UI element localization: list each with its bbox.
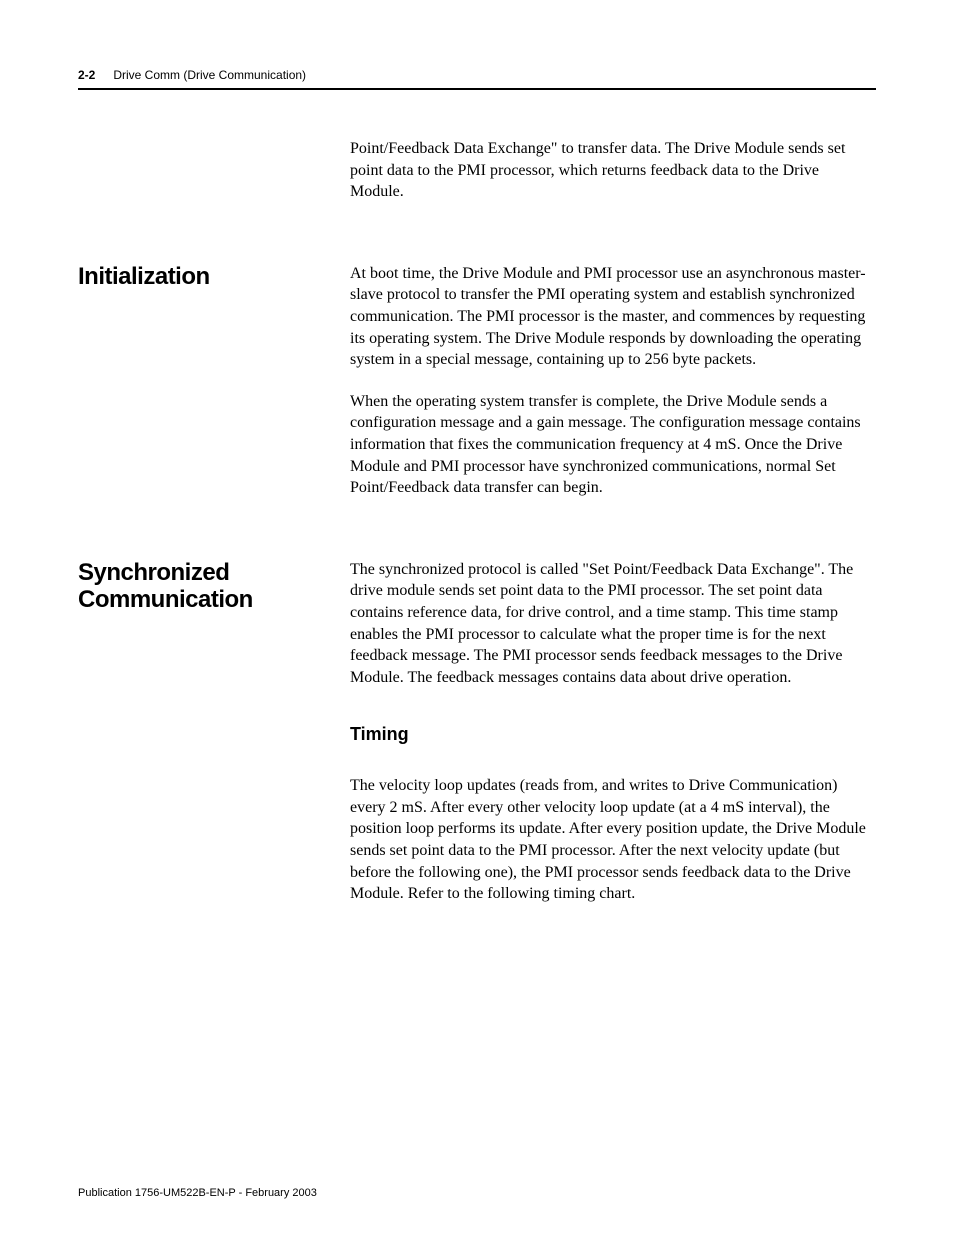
- intro-left: [78, 138, 350, 203]
- header-rule: [78, 88, 876, 90]
- sync-heading: Synchronized Communication: [78, 559, 330, 614]
- initialization-left: Initialization: [78, 263, 350, 499]
- timing-heading: Timing: [350, 724, 876, 745]
- initialization-row: Initialization At boot time, the Drive M…: [78, 263, 876, 499]
- intro-paragraph: Point/Feedback Data Exchange" to transfe…: [350, 138, 876, 203]
- chapter-title: Drive Comm (Drive Communication): [113, 68, 306, 82]
- initialization-p1: At boot time, the Drive Module and PMI p…: [350, 263, 876, 371]
- timing-p1: The velocity loop updates (reads from, a…: [350, 775, 876, 905]
- footer: Publication 1756-UM522B-EN-P - February …: [78, 1187, 317, 1199]
- page-number: 2-2: [78, 68, 95, 82]
- sync-right: The synchronized protocol is called "Set…: [350, 559, 876, 905]
- sync-p1: The synchronized protocol is called "Set…: [350, 559, 876, 689]
- page-container: 2-2 Drive Comm (Drive Communication) Poi…: [0, 0, 954, 1243]
- publication-info: Publication 1756-UM522B-EN-P - February …: [78, 1187, 317, 1199]
- sync-left: Synchronized Communication: [78, 559, 350, 905]
- intro-right: Point/Feedback Data Exchange" to transfe…: [350, 138, 876, 203]
- intro-row: Point/Feedback Data Exchange" to transfe…: [78, 138, 876, 203]
- initialization-right: At boot time, the Drive Module and PMI p…: [350, 263, 876, 499]
- page-header: 2-2 Drive Comm (Drive Communication): [78, 68, 876, 82]
- initialization-p2: When the operating system transfer is co…: [350, 391, 876, 499]
- initialization-heading: Initialization: [78, 263, 330, 291]
- sync-row: Synchronized Communication The synchroni…: [78, 559, 876, 905]
